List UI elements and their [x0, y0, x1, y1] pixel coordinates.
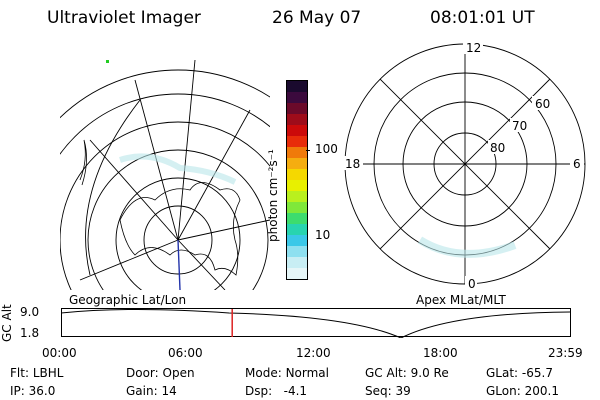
mlt-label-0: 0: [468, 277, 476, 291]
altitude-min-label: 1.8: [20, 326, 40, 340]
ip-value: 36.0: [28, 384, 56, 398]
colorbar-segment: [287, 257, 307, 269]
colorbar-segment: [287, 235, 307, 247]
mlt-label-6: 6: [573, 157, 581, 171]
dsp-label: Dsp:: [245, 384, 273, 398]
colorbar-ticks: [306, 150, 332, 166]
gcalt-value: 9.0 Re: [410, 366, 449, 380]
altitude-curve: [61, 309, 571, 338]
door-info: Door: Open: [126, 366, 195, 380]
colorbar-segment: [287, 158, 307, 170]
time-tick-0600: 06:00: [168, 346, 203, 360]
mlt-label-12: 12: [466, 41, 481, 55]
colorbar-segment: [287, 213, 307, 225]
intensity-colorbar: [286, 80, 308, 280]
glon-info: GLon: 200.1: [486, 384, 559, 398]
dsp-info: Dsp: -4.1: [245, 384, 307, 398]
colorbar-segment: [287, 180, 307, 192]
time-tick-1800: 18:00: [423, 346, 458, 360]
flt-value: LBHL: [32, 366, 64, 380]
ip-label: IP:: [10, 384, 25, 398]
colorbar-segment: [287, 114, 307, 126]
right-panel-label: Apex MLat/MLT: [416, 293, 506, 307]
altitude-timeline-plot: [61, 308, 571, 338]
green-marker: [106, 60, 109, 63]
colorbar-segment: [287, 246, 307, 258]
time-tick-0000: 00:00: [42, 346, 77, 360]
date-label: 26 May 07: [272, 8, 362, 28]
aurora-oval-emission: [417, 236, 517, 258]
glat-info: GLat: -65.7: [486, 366, 553, 380]
glat-label: GLat:: [486, 366, 519, 380]
glon-value: 200.1: [524, 384, 559, 398]
gain-label: Gain:: [126, 384, 158, 398]
gain-value: 14: [161, 384, 177, 398]
lat-label-60: 60: [535, 97, 550, 111]
time-tick-2359: 23:59: [548, 346, 583, 360]
lat-label-80: 80: [490, 141, 505, 155]
time-label: 08:01:01 UT: [430, 8, 535, 28]
door-value: Open: [162, 366, 195, 380]
geographic-map-panel: [60, 59, 270, 290]
dsp-value: -4.1: [283, 384, 308, 398]
mode-label: Mode:: [245, 366, 282, 380]
gain-info: Gain: 14: [126, 384, 177, 398]
gcalt-info: GC Alt: 9.0 Re: [365, 366, 449, 380]
glat-value: -65.7: [521, 366, 553, 380]
instrument-title: Ultraviolet Imager: [47, 8, 201, 28]
mode-info: Mode: Normal: [245, 366, 329, 380]
colorbar-tick-10: 10: [315, 228, 331, 242]
colorbar-segment: [287, 81, 307, 93]
colorbar-segment: [287, 268, 307, 279]
polar-grid: [344, 43, 586, 285]
colorbar-segment: [287, 224, 307, 236]
colorbar-segment: [287, 202, 307, 214]
latitude-longitude-grid: [60, 59, 270, 290]
colorbar-segment: [287, 147, 307, 159]
door-label: Door:: [126, 366, 159, 380]
left-panel-label: Geographic Lat/Lon: [69, 293, 187, 307]
lat-label-70: 70: [512, 119, 527, 133]
colorbar-segment: [287, 191, 307, 203]
altitude-max-label: 9.0: [20, 305, 40, 319]
time-tick-1200: 12:00: [296, 346, 331, 360]
flt-info: Flt: LBHL: [10, 366, 63, 380]
glon-label: GLon:: [486, 384, 521, 398]
colorbar-segment: [287, 169, 307, 181]
polar-mlat-mlt-panel: 12 18 6 0 60 70 80: [343, 40, 586, 291]
gcalt-label: GC Alt:: [365, 366, 407, 380]
colorbar-segment: [287, 125, 307, 137]
ip-info: IP: 36.0: [10, 384, 55, 398]
colorbar-segment: [287, 136, 307, 148]
flt-label: Flt:: [10, 366, 29, 380]
colorbar-segment: [287, 92, 307, 104]
colorbar-segment: [287, 103, 307, 115]
altitude-axis-title: GC Alt: [0, 304, 14, 342]
seq-info: Seq: 39: [365, 384, 411, 398]
mode-value: Normal: [285, 366, 329, 380]
seq-label: Seq:: [365, 384, 392, 398]
seq-value: 39: [395, 384, 411, 398]
mlt-label-18: 18: [345, 157, 360, 171]
colorbar-tick-100: 100: [315, 142, 338, 156]
colorbar-unit-label: photon cm⁻²s⁻¹: [266, 149, 280, 242]
